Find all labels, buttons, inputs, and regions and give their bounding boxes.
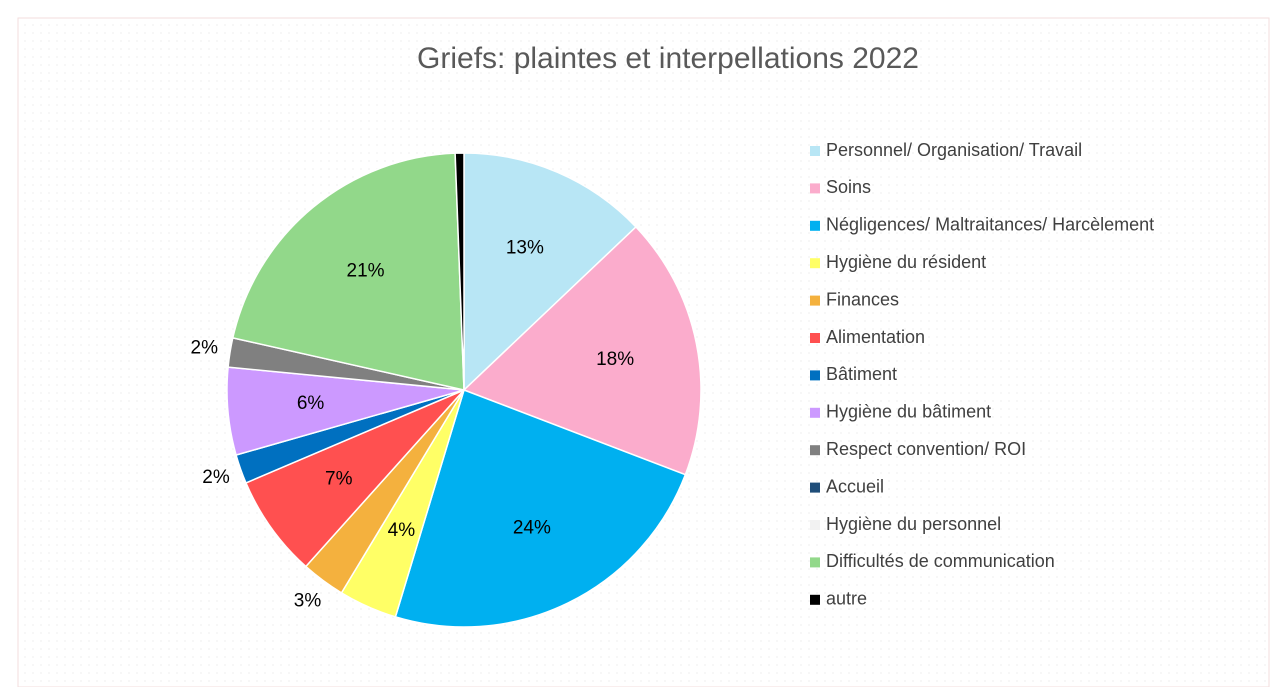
- legend-swatch: [810, 445, 820, 456]
- data-label: 4%: [388, 520, 416, 541]
- legend-label: Difficultés de communication: [826, 551, 1055, 571]
- data-label: 24%: [513, 517, 551, 538]
- pie-slice: [231, 152, 465, 391]
- legend-label: Négligences/ Maltraitances/ Harcèlement: [826, 215, 1154, 235]
- legend-swatch: [810, 520, 820, 530]
- pie-slice: [462, 225, 702, 476]
- legend-swatch: [810, 594, 820, 605]
- pie-slice: [463, 152, 638, 392]
- legend-label: Hygiène du personnel: [826, 514, 1001, 534]
- data-label: 18%: [596, 349, 634, 370]
- legend-label: Alimentation: [826, 327, 925, 347]
- legend-swatch: [810, 333, 820, 343]
- data-label: 13%: [506, 237, 544, 258]
- legend-label: Personnel/ Organisation/ Travail: [826, 140, 1082, 160]
- legend-label: Bâtiment: [826, 364, 897, 384]
- legend-label: Finances: [826, 289, 899, 309]
- chart-title: Griefs: plaintes et interpellations 2022: [417, 42, 919, 75]
- legend-label: Accueil: [826, 476, 884, 496]
- legend-swatch: [810, 482, 820, 493]
- legend-label: Hygiène du bâtiment: [826, 402, 991, 422]
- pie-slice: [454, 152, 465, 391]
- data-label: 7%: [325, 469, 353, 490]
- pie-slice: [244, 389, 465, 568]
- legend-label: autre: [826, 589, 867, 609]
- legend-swatch: [810, 258, 820, 269]
- data-label: 2%: [202, 467, 230, 488]
- legend-swatch: [810, 183, 820, 194]
- legend-swatch: [810, 557, 820, 568]
- legend-swatch: [810, 370, 820, 381]
- legend-swatch: [810, 220, 820, 231]
- legend-label: Respect convention/ ROI: [826, 439, 1026, 459]
- data-label: 21%: [347, 261, 385, 282]
- data-label: 6%: [297, 393, 325, 414]
- pie-slice: [394, 389, 687, 628]
- legend-swatch: [810, 146, 820, 156]
- data-label: 2%: [191, 337, 219, 358]
- legend-swatch: [810, 407, 820, 418]
- legend-label: Soins: [826, 177, 871, 197]
- legend-swatch: [810, 295, 820, 306]
- legend-label: Hygiène du résident: [826, 252, 986, 272]
- data-label: 3%: [294, 590, 322, 611]
